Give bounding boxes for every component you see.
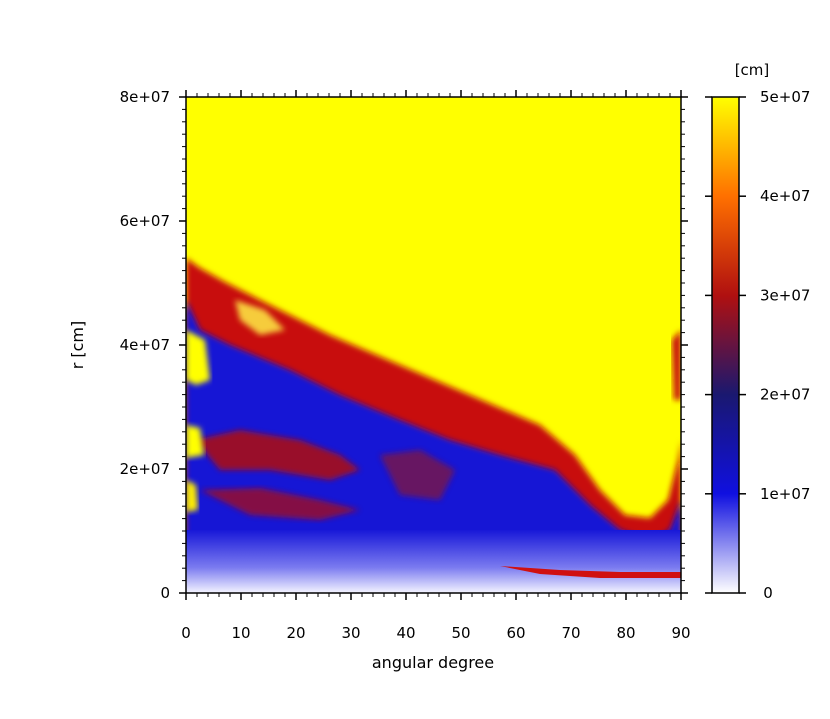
yellow-edge-1: [186, 330, 210, 385]
x-axis-title: angular degree: [372, 653, 494, 672]
y-axis-title: r [cm]: [68, 321, 87, 370]
y-tick-label: 4e+07: [120, 336, 170, 354]
core-region: [186, 530, 681, 593]
x-tick-label: 0: [181, 624, 191, 642]
colorbar-tick-label: 0: [763, 584, 773, 602]
x-tick-label: 60: [506, 624, 525, 642]
x-tick-label: 40: [396, 624, 415, 642]
y-tick-label: 0: [160, 584, 170, 602]
red-filament-1: [195, 430, 360, 480]
x-tick-label: 70: [561, 624, 580, 642]
x-tick-label: 10: [231, 624, 250, 642]
yellow-hotspot-1: [235, 300, 285, 335]
red-streak: [500, 566, 681, 578]
inner-blue-region: [186, 300, 681, 593]
y-tick-label: 8e+07: [120, 88, 170, 106]
minor-ticks: [182, 93, 685, 597]
x-tick-label: 30: [341, 624, 360, 642]
colorbar-label: [cm]: [735, 61, 770, 79]
heatmap-area: [186, 97, 681, 593]
red-filament-2: [200, 488, 360, 520]
colorbar-gradient: [711, 96, 740, 594]
x-axis: 0 10 20 30 40 50 60 70 80 90: [181, 90, 691, 642]
y-tick-label: 2e+07: [120, 460, 170, 478]
colorbar-tick-label: 3e+07: [760, 286, 810, 304]
x-tick-label: 50: [451, 624, 470, 642]
colorbar-tick-label: 5e+07: [760, 88, 810, 106]
x-tick-label: 90: [671, 624, 690, 642]
colorbar-tick-label: 4e+07: [760, 187, 810, 205]
colorbar-tick-label: 1e+07: [760, 485, 810, 503]
y-axis: 0 2e+07 4e+07 6e+07 8e+07: [120, 88, 688, 602]
yellow-edge-2: [186, 425, 204, 458]
colorbar-ticks: 0 1e+07 2e+07 3e+07 4e+07 5e+07: [705, 88, 810, 602]
red-edge-right: [672, 330, 681, 400]
red-filament-3: [380, 450, 455, 500]
x-tick-label: 20: [286, 624, 305, 642]
colorbar-tick-label: 2e+07: [760, 386, 810, 404]
yellow-edge-3: [186, 480, 198, 512]
colorbar: [cm] 0 1e+07 2e+07 3e+07 4e+07 5e+07: [705, 61, 810, 602]
y-tick-label: 6e+07: [120, 212, 170, 230]
x-tick-label: 80: [616, 624, 635, 642]
